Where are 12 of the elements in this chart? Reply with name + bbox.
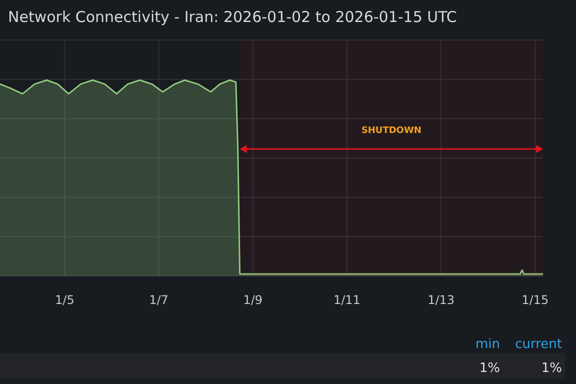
x-tick-label: 1/15 — [522, 293, 549, 307]
x-tick-label: 1/9 — [243, 293, 263, 307]
chart-title: Network Connectivity - Iran: 2026-01-02 to 2026-01-15 UTC — [8, 8, 457, 26]
x-tick-label: 1/11 — [333, 293, 360, 307]
text: 1% — [541, 361, 562, 376]
text: min — [475, 337, 500, 352]
x-tick-label: 1/7 — [149, 293, 168, 307]
band-label: SHUTDOWN — [361, 126, 422, 136]
x-tick-label: 1/13 — [428, 293, 455, 307]
x-tick-label: 1/5 — [55, 293, 74, 307]
text: current — [515, 337, 562, 352]
text: 1% — [479, 361, 500, 376]
